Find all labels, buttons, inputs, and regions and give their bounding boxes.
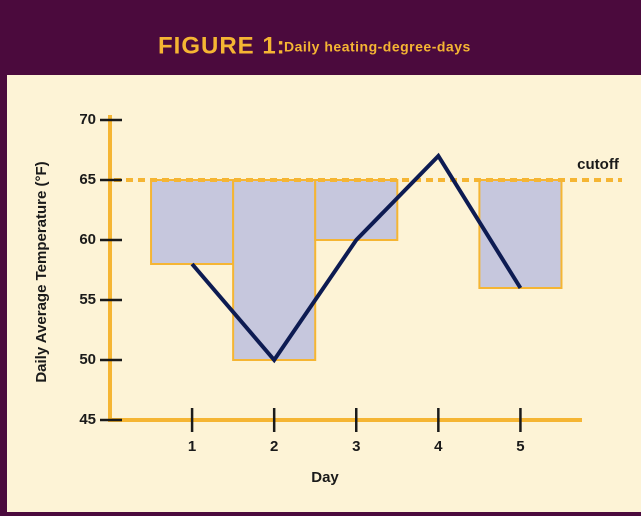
x-tick-label: 5: [516, 438, 524, 455]
x-axis-label: Day: [311, 469, 339, 486]
header-bar: [0, 0, 641, 75]
y-tick-label: 50: [79, 351, 96, 368]
y-tick-label: 70: [79, 111, 96, 128]
y-tick-label: 55: [79, 291, 96, 308]
bottom-border: [0, 512, 641, 516]
bar: [150, 179, 235, 265]
y-tick-label: 60: [79, 231, 96, 248]
temperature-line: [190, 152, 523, 364]
left-border: [0, 75, 7, 516]
bar: [478, 179, 563, 289]
x-tick-label: 1: [188, 438, 196, 455]
y-tick-label: 65: [79, 171, 96, 188]
x-tick-label: 4: [434, 438, 443, 455]
y-axis-label: Daily Average Temperature (°F): [33, 161, 50, 382]
y-tick-label: 45: [79, 411, 96, 428]
chart-subtitle: Daily heating-degree-days: [284, 39, 471, 55]
x-tick-label: 2: [270, 438, 278, 455]
cutoff-label: cutoff: [577, 156, 620, 173]
x-tick-label: 3: [352, 438, 360, 455]
bar: [232, 179, 317, 361]
chart-title: FIGURE 1:: [158, 32, 286, 59]
